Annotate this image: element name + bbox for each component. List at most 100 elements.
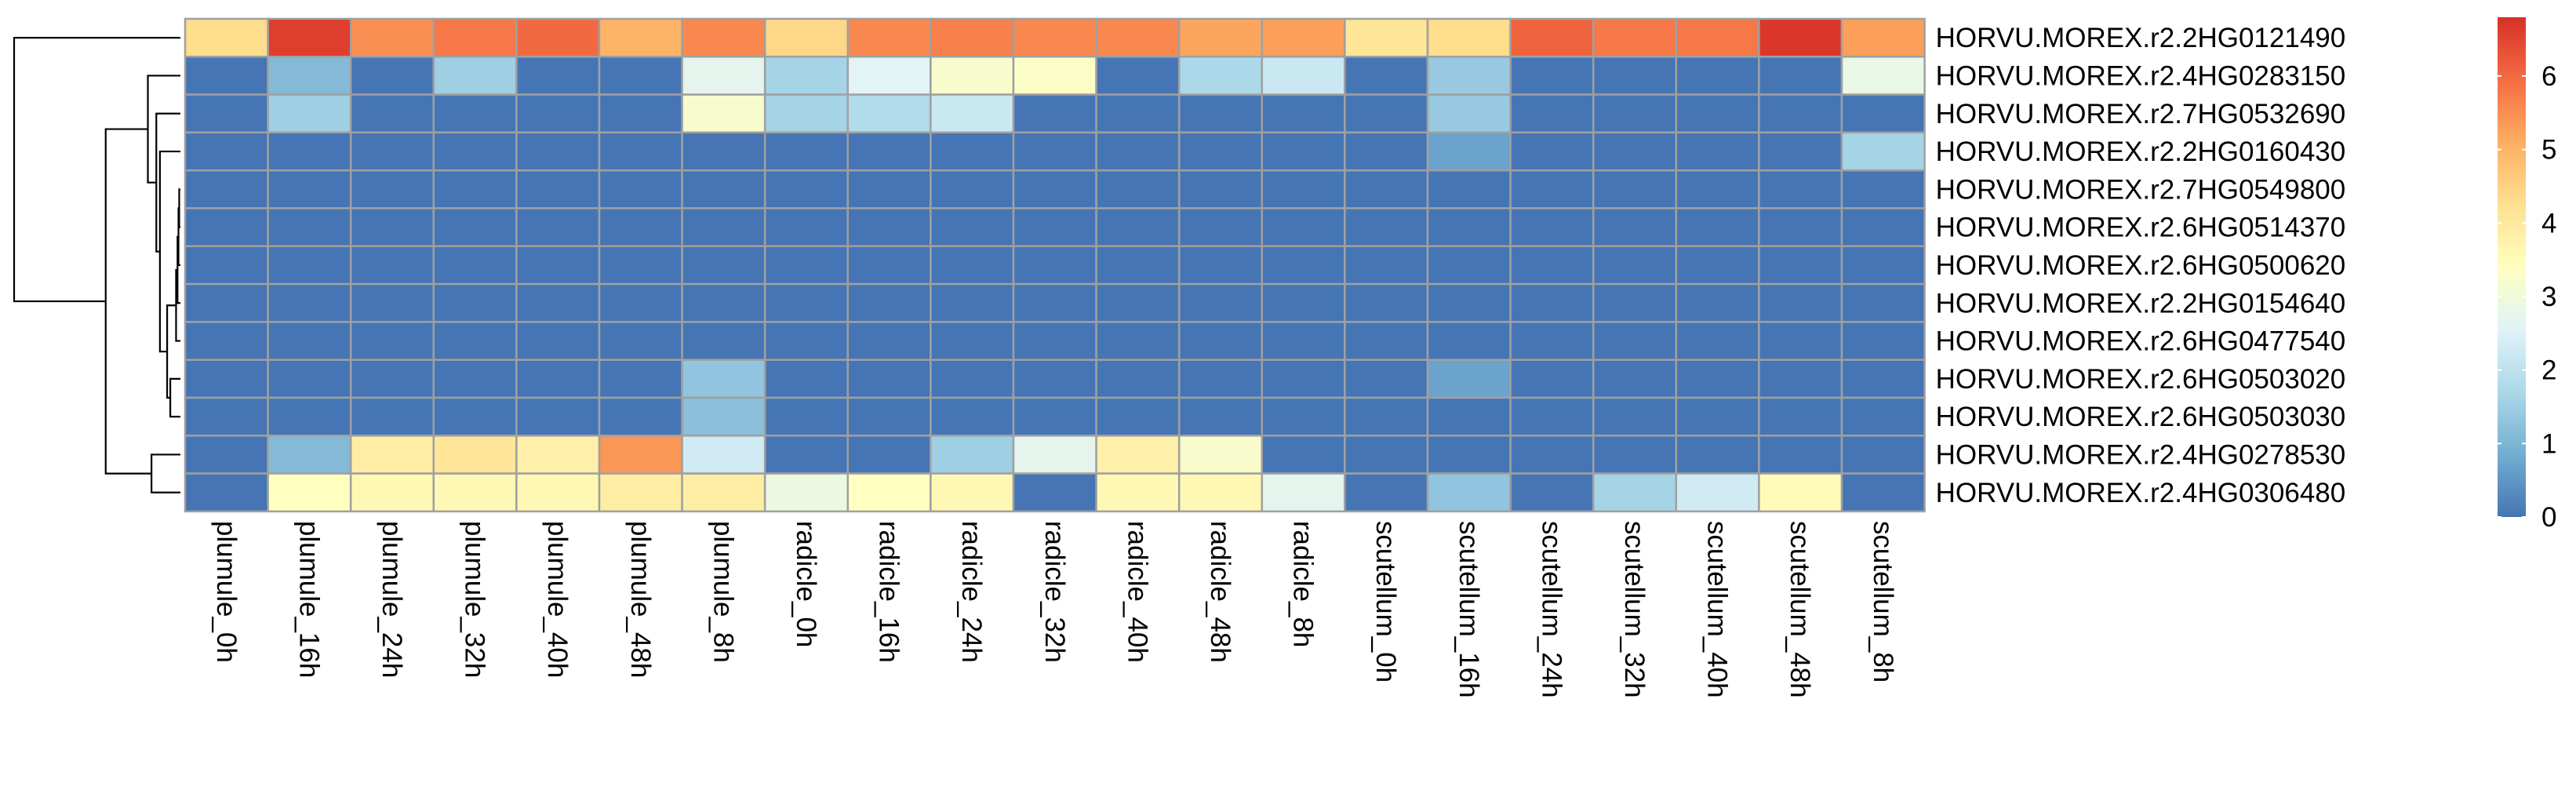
heatmap-cell [1758, 207, 1843, 248]
heatmap-cell [1012, 245, 1097, 286]
heatmap-cell [1592, 435, 1678, 475]
heatmap-cell [1509, 245, 1595, 286]
heatmap-cell [349, 56, 435, 96]
heatmap-cell [1592, 282, 1678, 323]
heatmap-cell [930, 93, 1015, 134]
heatmap-cell [763, 282, 850, 323]
heatmap-cell [1840, 435, 1926, 475]
heatmap-cell [1509, 17, 1595, 58]
heatmap-cell [930, 245, 1015, 286]
heatmap-cell [1344, 169, 1429, 209]
heatmap-cell [1261, 17, 1346, 58]
heatmap-cell [1344, 56, 1429, 96]
heatmap-cell [432, 435, 518, 475]
row-label: HORVU.MOREX.r2.7HG0532690 [1936, 99, 2346, 129]
heatmap-cell [184, 17, 269, 58]
column-label: scutellum_24h [1536, 521, 1566, 698]
row-labels: HORVU.MOREX.r2.2HG0121490 HORVU.MOREX.r2.… [1936, 23, 2346, 508]
heatmap-cell [349, 245, 435, 286]
heatmap-cell [1758, 93, 1843, 134]
row-label: HORVU.MOREX.r2.2HG0160430 [1936, 137, 2346, 167]
heatmap-cell [1177, 245, 1264, 286]
heatmap-cell [1758, 321, 1843, 361]
dendrogram-branch [104, 128, 152, 475]
heatmap-cell [930, 17, 1015, 58]
heatmap-cell [432, 93, 518, 134]
heatmap-cell [1012, 282, 1097, 323]
column-label: plumule_32h [460, 521, 490, 678]
heatmap-cell [1261, 359, 1346, 399]
heatmap-cell [267, 245, 352, 286]
heatmap-cell [681, 282, 766, 323]
heatmap-cell [1426, 17, 1512, 58]
heatmap-cell [184, 93, 269, 134]
heatmap-cell [1509, 282, 1595, 323]
heatmap-cell [1758, 17, 1843, 58]
dendrogram-branch [175, 268, 180, 342]
heatmap-cell [1509, 169, 1595, 209]
heatmap-cell [846, 245, 932, 286]
heatmap-cell [1177, 93, 1264, 134]
legend-tick-label: 6 [2541, 61, 2556, 92]
legend-tick-label: 0 [2541, 502, 2556, 533]
heatmap-cell [432, 359, 518, 399]
heatmap-cell [1840, 17, 1926, 58]
heatmap-cell [1177, 17, 1264, 58]
heatmap-cell [515, 472, 601, 513]
heatmap-cell [846, 169, 932, 209]
heatmap-cell [1012, 472, 1097, 513]
heatmap-cell [184, 359, 269, 399]
heatmap-cell [1426, 435, 1512, 475]
heatmap-cell [1261, 207, 1346, 248]
heatmap-cell [763, 396, 850, 437]
heatmap-cell [1095, 93, 1181, 134]
heatmap-cell [515, 396, 601, 437]
heatmap-cell [846, 321, 932, 361]
heatmap-cell [763, 472, 850, 513]
heatmap-cell [1840, 131, 1926, 172]
legend-tick-label: 3 [2541, 282, 2556, 312]
heatmap-cell [1758, 435, 1843, 475]
heatmap-cell [1592, 131, 1678, 172]
column-label: scutellum_0h [1370, 521, 1401, 683]
column-label: radicle_16h [874, 521, 904, 663]
heatmap-cell [763, 435, 850, 475]
heatmap-cell [432, 245, 518, 286]
heatmap-cell [515, 359, 601, 399]
heatmap-cell [1012, 435, 1097, 475]
heatmap-cell [1261, 56, 1346, 96]
heatmap-cell [846, 396, 932, 437]
heatmap-cell [515, 207, 601, 248]
heatmap-cell [432, 282, 518, 323]
heatmap-cell [1675, 321, 1760, 361]
heatmap-cell [1758, 56, 1843, 96]
heatmap-cell [267, 56, 352, 96]
heatmap-cell [1509, 359, 1595, 399]
heatmap-cell [681, 131, 766, 172]
heatmap-cell [846, 435, 932, 475]
heatmap-cell [681, 207, 766, 248]
heatmap-cell [1177, 56, 1264, 96]
heatmap-cell [1840, 472, 1926, 513]
heatmap-cell [930, 321, 1015, 361]
heatmap-cell [1426, 359, 1512, 399]
heatmap-cell [1592, 245, 1678, 286]
color-legend-ticks: 0 1 2 3 4 5 6 [2498, 61, 2556, 533]
heatmap-cell [1592, 396, 1678, 437]
heatmap-cell [1177, 472, 1264, 513]
heatmap-cell [267, 435, 352, 475]
heatmap-cell [267, 321, 352, 361]
heatmap-cell [184, 472, 269, 513]
row-label: HORVU.MOREX.r2.2HG0154640 [1936, 288, 2346, 319]
heatmap-cell [681, 472, 766, 513]
heatmap-cell [763, 321, 850, 361]
heatmap-cell [763, 245, 850, 286]
heatmap-cell [598, 435, 683, 475]
heatmap-cell [515, 245, 601, 286]
heatmap-cell [1758, 169, 1843, 209]
heatmap-cell [1344, 321, 1429, 361]
heatmap-cell [1012, 169, 1097, 209]
heatmap-cell [1592, 56, 1678, 96]
heatmap-cell [930, 207, 1015, 248]
heatmap-cell [432, 17, 518, 58]
